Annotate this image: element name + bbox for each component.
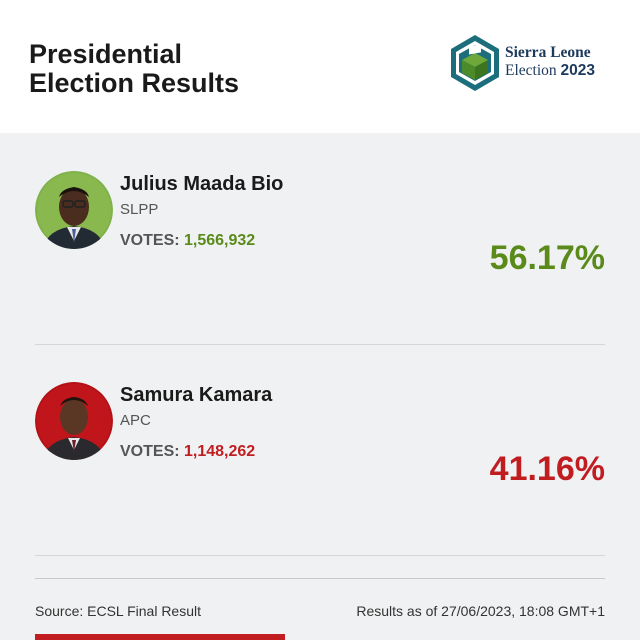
election-logo: Sierra Leone Election 2023 (449, 33, 619, 93)
divider (35, 344, 605, 345)
header: Presidential Election Results Sierra Leo… (0, 0, 640, 133)
vote-percentage: 41.16% (489, 450, 605, 488)
avatar (35, 382, 113, 460)
candidate-card: Julius Maada Bio SLPP VOTES: 1,566,932 5… (35, 171, 605, 351)
candidate-votes: VOTES: 1,566,932 (120, 232, 255, 250)
source-note: Source: ECSL Final Result (35, 603, 201, 619)
votes-value: 1,566,932 (184, 232, 256, 249)
accent-bar (35, 634, 285, 640)
logo-word: Election (505, 62, 557, 79)
candidate-party: SLPP (120, 201, 159, 218)
logo-year: 2023 (560, 62, 596, 79)
candidate-name: Samura Kamara (120, 384, 273, 406)
votes-label: VOTES: (120, 232, 180, 249)
logo-subtitle: Election 2023 (505, 62, 595, 80)
footer-divider (35, 578, 605, 579)
candidate-votes: VOTES: 1,148,262 (120, 443, 255, 461)
divider (35, 555, 605, 556)
candidate-party: APC (120, 412, 151, 429)
title-line-2: Election Results (29, 68, 240, 98)
logo-title: Sierra Leone (505, 44, 591, 61)
page-title: Presidential Election Results (29, 40, 239, 98)
votes-label: VOTES: (120, 443, 180, 460)
avatar (35, 171, 113, 249)
ballot-box-icon (451, 35, 499, 91)
vote-percentage: 56.17% (489, 239, 605, 277)
votes-value: 1,148,262 (184, 443, 256, 460)
candidate-name: Julius Maada Bio (120, 173, 284, 195)
candidate-card: Samura Kamara APC VOTES: 1,148,262 41.16… (35, 382, 605, 562)
title-line-1: Presidential (29, 39, 183, 69)
results-timestamp: Results as of 27/06/2023, 18:08 GMT+1 (356, 603, 605, 619)
